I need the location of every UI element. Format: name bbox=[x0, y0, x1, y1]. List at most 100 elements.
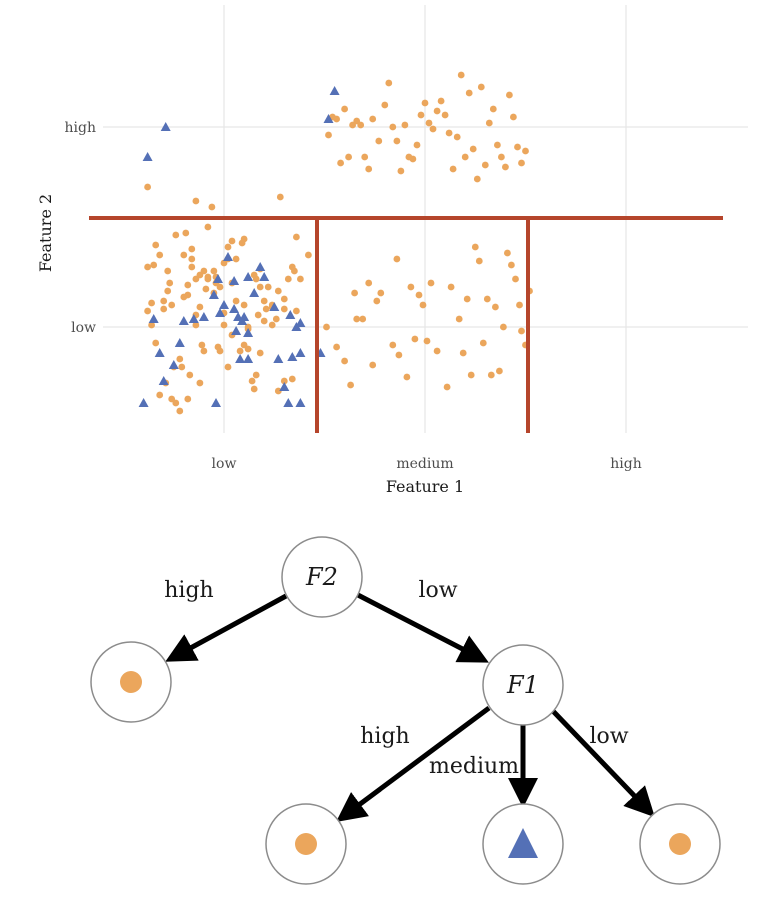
data-point-circle bbox=[256, 349, 264, 357]
data-point-circle bbox=[232, 297, 240, 305]
data-point-triangle bbox=[273, 354, 284, 363]
data-point-circle bbox=[413, 141, 421, 149]
data-point-triangle bbox=[231, 326, 242, 335]
data-point-circle bbox=[500, 323, 507, 331]
data-point-circle bbox=[325, 131, 332, 139]
data-point-triangle bbox=[249, 288, 260, 297]
edge-f1-to-leaf-high bbox=[335, 705, 491, 822]
data-point-triangle bbox=[229, 276, 240, 285]
data-point-circle bbox=[156, 251, 164, 259]
data-point-circle bbox=[333, 115, 340, 123]
data-point-circle bbox=[373, 297, 381, 305]
data-point-circle bbox=[393, 137, 401, 145]
data-point-circle bbox=[351, 289, 358, 297]
data-point-circle bbox=[512, 275, 519, 283]
data-point-circle bbox=[160, 297, 168, 305]
data-point-circle bbox=[276, 193, 284, 201]
data-point-circle bbox=[196, 303, 204, 311]
data-point-circle bbox=[421, 99, 429, 107]
data-point-circle bbox=[262, 305, 270, 313]
data-point-triangle bbox=[243, 354, 254, 363]
data-point-circle bbox=[188, 255, 196, 263]
data-point-circle bbox=[518, 159, 525, 167]
data-point-circle bbox=[196, 379, 204, 387]
data-point-circle bbox=[200, 347, 208, 355]
data-point-circle bbox=[220, 321, 228, 329]
data-point-circle bbox=[180, 293, 188, 301]
data-point-circle bbox=[198, 341, 206, 349]
data-point-circle bbox=[433, 107, 441, 115]
data-point-circle bbox=[389, 123, 397, 131]
data-point-circle bbox=[461, 153, 469, 161]
data-point-circle bbox=[172, 231, 180, 239]
data-point-circle bbox=[333, 343, 340, 351]
data-point-circle bbox=[144, 263, 152, 271]
data-point-circle bbox=[375, 137, 383, 145]
data-point-circle bbox=[389, 341, 397, 349]
data-point-circle bbox=[473, 175, 481, 183]
data-point-circle bbox=[463, 295, 471, 303]
data-point-circle bbox=[244, 323, 252, 331]
data-point-triangle bbox=[239, 312, 250, 321]
data-point-circle bbox=[202, 285, 210, 293]
split-lines bbox=[89, 216, 723, 433]
data-point-circle bbox=[168, 301, 176, 309]
edge-root-to-leaf-high bbox=[165, 593, 288, 662]
data-point-circle bbox=[483, 295, 491, 303]
data-point-triangle bbox=[219, 300, 229, 309]
data-point-circle bbox=[264, 283, 272, 291]
data-point-circle bbox=[337, 159, 344, 167]
data-point-circle bbox=[455, 315, 463, 323]
x-tick-high: high bbox=[610, 456, 641, 472]
data-point-circle bbox=[407, 283, 415, 291]
data-point-circle bbox=[433, 347, 441, 355]
data-point-triangle bbox=[174, 338, 185, 347]
data-point-circle bbox=[487, 371, 495, 379]
data-point-circle bbox=[427, 279, 435, 287]
data-point-triangle bbox=[198, 312, 209, 321]
data-point-circle bbox=[475, 257, 483, 265]
data-point-circle bbox=[184, 281, 192, 289]
data-point-circle bbox=[232, 255, 240, 263]
leaf-class-circle bbox=[120, 671, 142, 693]
data-point-circle bbox=[176, 407, 184, 415]
data-point-circle bbox=[254, 311, 262, 319]
data-point-circle bbox=[510, 113, 517, 121]
data-point-circle bbox=[208, 203, 216, 211]
data-point-circle bbox=[216, 283, 224, 291]
data-point-circle bbox=[192, 197, 200, 205]
data-point-circle bbox=[172, 399, 180, 407]
data-point-circle bbox=[178, 363, 186, 371]
data-point-circle bbox=[415, 291, 423, 299]
data-point-circle bbox=[224, 243, 232, 251]
data-point-circle bbox=[423, 337, 431, 345]
data-point-circle bbox=[148, 321, 156, 329]
data-point-triangle bbox=[223, 252, 233, 261]
data-point-triangle bbox=[295, 318, 306, 327]
data-point-triangle bbox=[255, 262, 266, 271]
edge-f1-to-leaf-low bbox=[550, 708, 655, 818]
data-point-circle bbox=[437, 97, 445, 105]
tree-node-f1-label: F1 bbox=[506, 671, 539, 699]
data-point-circle bbox=[210, 267, 218, 275]
data-point-circle bbox=[274, 287, 282, 295]
y-axis-title: Feature 2 bbox=[36, 194, 55, 272]
data-point-circle bbox=[492, 303, 499, 311]
data-point-circle bbox=[166, 279, 174, 287]
data-point-circle bbox=[522, 147, 529, 155]
data-point-circle bbox=[152, 339, 160, 347]
data-point-circle bbox=[323, 323, 330, 331]
x-tick-medium: medium bbox=[396, 456, 453, 472]
edge-label-root-high: high bbox=[164, 578, 213, 603]
data-point-circle bbox=[144, 307, 152, 315]
data-point-circle bbox=[184, 395, 192, 403]
data-point-circle bbox=[250, 271, 258, 279]
data-point-triangle bbox=[138, 398, 149, 407]
data-point-triangle bbox=[229, 304, 240, 313]
data-point-triangle bbox=[279, 382, 290, 391]
data-point-circle bbox=[164, 267, 172, 275]
data-point-circle bbox=[397, 167, 405, 175]
data-point-circle bbox=[443, 383, 451, 391]
data-point-circle bbox=[361, 153, 369, 161]
